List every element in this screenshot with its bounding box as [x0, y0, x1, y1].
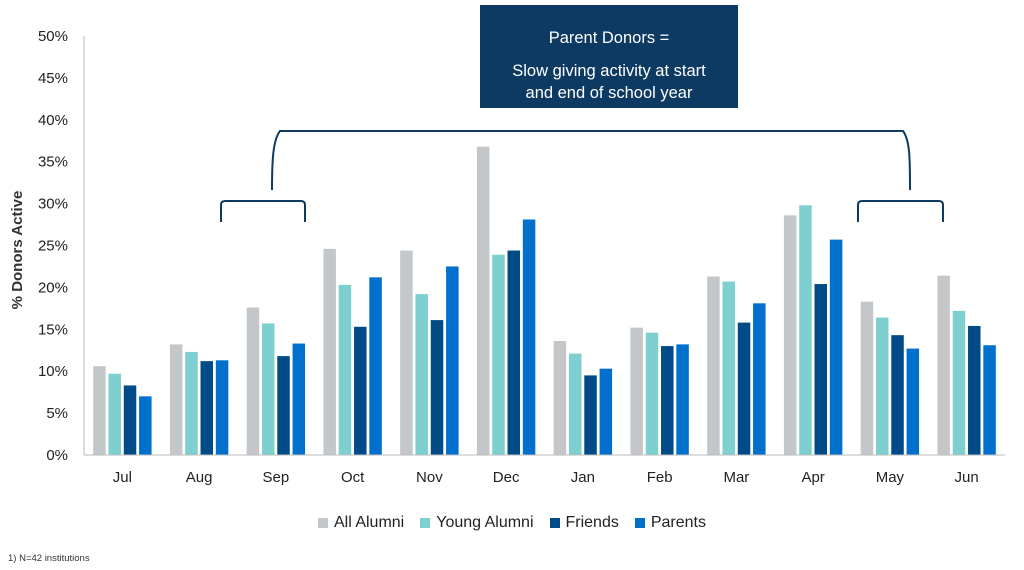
bar-parents-jun	[983, 345, 996, 455]
y-tick-label: 10%	[38, 363, 68, 380]
large-bracket	[271, 130, 911, 191]
legend-item-parents: Parents	[634, 514, 706, 532]
legend-label: Friends	[565, 514, 619, 531]
bar-friends-jul	[123, 385, 137, 455]
legend-swatch	[317, 518, 328, 528]
y-tick-label: 45%	[38, 70, 68, 87]
bar-young-alumni-mar	[722, 281, 735, 455]
y-tick-label: 50%	[38, 28, 68, 45]
y-tick-label: 5%	[46, 405, 68, 422]
bar-young-alumni-dec	[492, 254, 505, 455]
bar-all-alumni-dec	[476, 146, 490, 455]
bar-all-alumni-jun	[937, 275, 950, 455]
x-axis: Jul Aug Sep Oct Nov Dec Jan Feb Mar Apr May Jun	[84, 454, 1005, 486]
bar-all-alumni-sep	[246, 307, 260, 455]
legend-item-young-alumni: Young Alumni	[420, 514, 534, 532]
bar-all-alumni-feb	[630, 327, 643, 455]
bar-friends-jun	[968, 325, 981, 455]
x-tick-label: Aug	[186, 469, 213, 486]
bar-friends-nov	[430, 320, 444, 455]
x-tick-label: Dec	[493, 469, 520, 486]
bar-young-alumni-apr	[799, 205, 812, 455]
bar-young-alumni-may	[875, 317, 889, 455]
x-tick-label: Mar	[723, 469, 749, 486]
bar-parents-mar	[753, 303, 766, 455]
legend: All Alumni Young Alumni Friends Parents	[0, 514, 1024, 532]
bar-parents-jan	[599, 368, 613, 455]
bar-parents-oct	[369, 277, 382, 455]
bracket-aug-sep	[220, 200, 306, 222]
x-tick-label: Oct	[341, 469, 365, 486]
legend-swatch	[549, 518, 560, 528]
legend-item-friends: Friends	[549, 514, 619, 532]
bar-young-alumni-sep	[261, 323, 275, 455]
legend-label: All Alumni	[333, 514, 405, 531]
x-tick-label: Feb	[647, 469, 673, 486]
y-axis: 0% 5% 10% 15% 20% 25% 30% 35% 40% 45% 50%	[38, 28, 85, 464]
legend-label: Young Alumni	[436, 514, 534, 531]
x-tick-label: Jan	[571, 469, 595, 486]
bar-all-alumni-jul	[93, 366, 106, 455]
bar-friends-jan	[584, 375, 597, 455]
bars	[93, 146, 996, 455]
bar-parents-aug	[215, 360, 229, 455]
x-tick-label: May	[876, 469, 905, 486]
bar-all-alumni-jan	[553, 341, 567, 455]
x-tick-label: Nov	[416, 469, 443, 486]
callout-line-2: Slow giving activity at start	[512, 62, 706, 80]
legend-label: Parents	[650, 514, 706, 531]
annotation-brackets	[220, 130, 944, 222]
bar-all-alumni-oct	[323, 248, 336, 455]
bar-young-alumni-jul	[108, 373, 121, 455]
bar-all-alumni-mar	[707, 276, 720, 455]
bar-all-alumni-apr	[783, 215, 797, 455]
legend-item-all-alumni: All Alumni	[317, 514, 405, 532]
x-tick-label: Jul	[113, 469, 132, 486]
bar-parents-nov	[446, 266, 459, 455]
y-tick-label: 15%	[38, 321, 68, 338]
bar-all-alumni-nov	[400, 250, 413, 455]
bar-friends-dec	[507, 250, 521, 455]
bar-friends-oct	[354, 326, 367, 455]
legend-swatch	[420, 518, 431, 528]
bar-parents-feb	[676, 344, 689, 455]
x-tick-label: Apr	[801, 469, 824, 486]
x-tick-label: Sep	[263, 469, 290, 486]
y-tick-label: 20%	[38, 279, 68, 296]
y-axis-label: % Donors Active	[9, 191, 26, 310]
bar-young-alumni-aug	[185, 351, 198, 455]
bar-parents-dec	[522, 219, 536, 455]
bar-young-alumni-nov	[415, 294, 428, 455]
y-tick-label: 0%	[46, 447, 68, 464]
y-tick-label: 40%	[38, 112, 68, 129]
bar-parents-may	[906, 348, 920, 455]
y-tick-label: 35%	[38, 154, 68, 171]
bar-young-alumni-oct	[338, 284, 352, 455]
footnote: 1) N=42 institutions	[8, 553, 90, 564]
x-tick-label: Jun	[955, 469, 979, 486]
callout-line-3: and end of school year	[525, 84, 693, 102]
bar-friends-apr	[814, 284, 828, 455]
bar-young-alumni-jan	[568, 353, 582, 455]
bar-young-alumni-jun	[952, 310, 966, 455]
bar-all-alumni-may	[860, 301, 874, 455]
y-tick-label: 30%	[38, 196, 68, 213]
bracket-may-jun	[857, 200, 944, 222]
callout-title: Parent Donors =	[548, 29, 670, 47]
y-tick-label: 25%	[38, 238, 68, 255]
bar-friends-mar	[737, 322, 751, 455]
bar-friends-aug	[200, 361, 214, 455]
bar-young-alumni-feb	[645, 332, 659, 455]
bar-friends-feb	[661, 346, 674, 455]
bar-parents-jul	[139, 396, 152, 455]
bar-friends-may	[891, 335, 904, 455]
bar-parents-sep	[292, 343, 306, 455]
annotation-callout: Parent Donors = Slow giving activity at …	[480, 5, 738, 108]
bar-friends-sep	[277, 356, 290, 455]
legend-swatch	[634, 518, 645, 528]
bar-parents-apr	[829, 239, 843, 455]
bar-all-alumni-aug	[169, 344, 183, 455]
